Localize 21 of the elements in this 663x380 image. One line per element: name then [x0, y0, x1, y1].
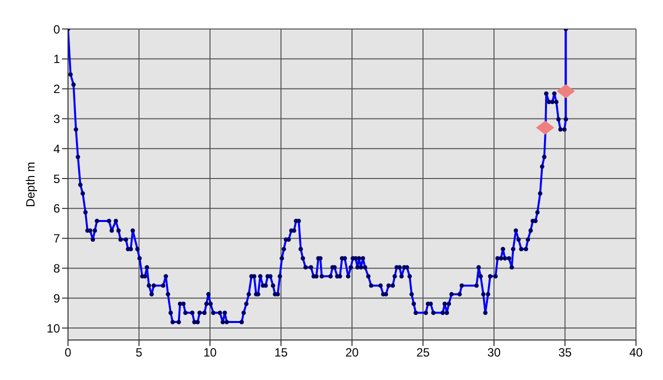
x-tick-label: 0 — [64, 346, 72, 360]
y-tick-label: 2 — [53, 82, 60, 96]
x-tick-label: 30 — [487, 346, 501, 360]
y-tick-label: 8 — [53, 261, 60, 276]
y-tick-label: 7 — [53, 232, 60, 246]
x-tick-label: 15 — [274, 346, 288, 360]
y-tick-label: 6 — [53, 202, 60, 216]
x-tick-label: 5 — [136, 346, 143, 360]
y-tick-label: 9 — [53, 291, 60, 306]
y-tick-label: 10 — [46, 321, 60, 336]
y-axis-title: Depth m — [23, 162, 38, 208]
x-tick-label: 25 — [416, 346, 430, 360]
x-tick-label: 10 — [203, 346, 217, 360]
x-tick-label: 20 — [345, 346, 359, 360]
x-tick-label: 35 — [558, 346, 572, 360]
y-tick-label: 4 — [53, 142, 60, 156]
y-tick-label: 0 — [53, 22, 60, 36]
y-tick-label: 3 — [53, 112, 60, 126]
x-tick-label: 40 — [629, 346, 643, 360]
y-tick-label: 1 — [53, 52, 60, 66]
y-tick-label: 5 — [53, 172, 60, 186]
